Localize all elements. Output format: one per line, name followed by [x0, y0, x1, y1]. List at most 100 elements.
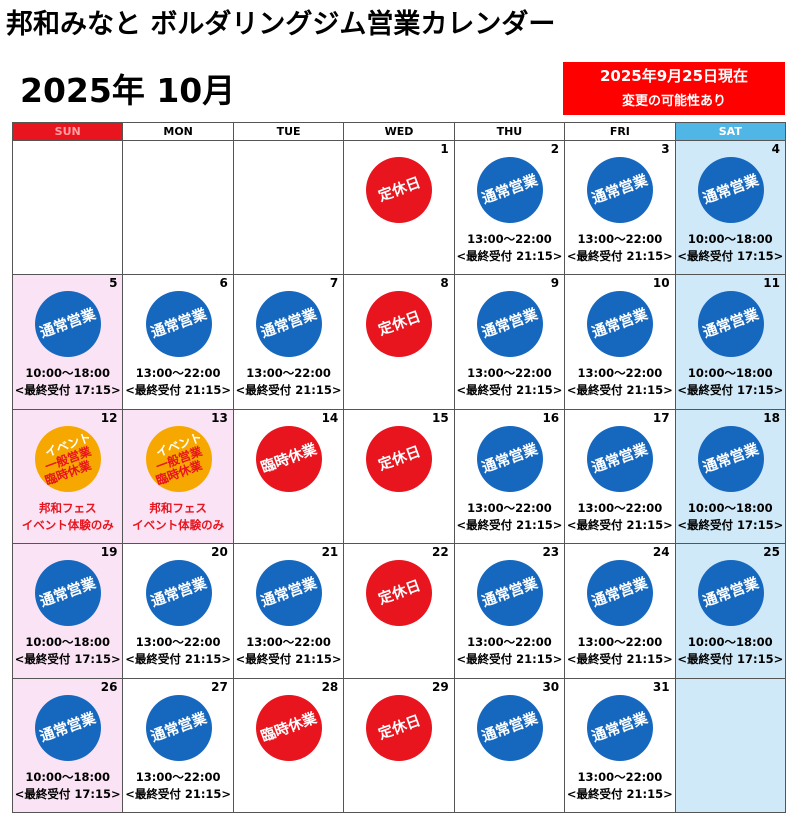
status-badge: 通常営業	[256, 291, 323, 358]
hours-note: <最終受付 21:15>	[566, 383, 673, 398]
hours-note: 10:00～18:00	[687, 500, 773, 515]
hours-note: <最終受付 21:15>	[566, 786, 673, 801]
month: 2025年 10月	[20, 71, 236, 110]
status-badge: 定休日	[366, 425, 433, 492]
day-number: 29	[432, 679, 449, 694]
notice: 2025年9月25日現在 変更の可能性あり	[563, 62, 785, 115]
status-badge: 臨時休業	[256, 694, 323, 761]
hours-note: <最終受付 21:15>	[235, 652, 342, 667]
hours-note: 13:00～22:00	[246, 366, 331, 381]
badge-text: 通常営業	[148, 306, 209, 342]
day-cell: 16 通常営業 13:00～22:00 <最終受付 21:15>	[453, 408, 566, 545]
status-badge: 通常営業	[145, 694, 212, 761]
weekday-header: SAT	[674, 122, 786, 141]
status-badge: 定休日	[366, 157, 433, 223]
day-cell: 30 通常営業	[453, 677, 566, 813]
status-badge: 通常営業	[476, 425, 543, 492]
hours-note: 13:00～22:00	[135, 769, 221, 784]
day-number: 25	[763, 545, 780, 560]
status-badge: 通常営業	[476, 291, 543, 358]
day-cell: 14 臨時休業	[232, 408, 345, 545]
day-cell: 4 通常営業 10:00～18:00 <最終受付 17:15>	[674, 140, 786, 276]
day-number: 27	[211, 679, 228, 694]
day-cell: 8 定休日	[343, 274, 455, 410]
day-cell: 27 通常営業 13:00～22:00 <最終受付 21:15>	[122, 677, 234, 813]
hours-note: <最終受付 21:15>	[125, 786, 232, 801]
status-badge: 通常営業	[587, 291, 654, 358]
hours-note: 邦和フェス	[38, 500, 97, 515]
day-cell: 29 定休日	[343, 677, 455, 813]
hours-note: <最終受付 17:15>	[677, 652, 784, 667]
hours-note: <最終受付 21:15>	[125, 652, 232, 667]
badge-text: 通常営業	[479, 575, 540, 611]
hours-note: <最終受付 21:15>	[566, 517, 673, 532]
badge-text: 通常営業	[38, 575, 99, 611]
status-badge: 通常営業	[587, 694, 654, 761]
hours-note: 10:00～18:00	[25, 769, 111, 784]
weekday-header: SUN	[12, 122, 124, 141]
status-badge: 通常営業	[476, 560, 543, 627]
status-badge: 通常営業	[476, 694, 543, 761]
day-cell	[122, 140, 234, 276]
status-badge: 通常営業	[697, 291, 764, 358]
day-number: 31	[652, 679, 670, 694]
hours-note: <最終受付 17:15>	[14, 786, 121, 801]
badge-text: 通常営業	[259, 306, 320, 342]
day-cell: 23 通常営業 13:00～22:00 <最終受付 21:15>	[453, 543, 566, 679]
hours-note: <最終受付 17:15>	[677, 249, 784, 263]
hours-note: 13:00～22:00	[135, 635, 221, 650]
badge-text: 通常営業	[148, 710, 209, 746]
hours-note: 10:00～18:00	[687, 635, 773, 650]
day-cell: 12 イベント 一般営業 臨時休業 邦和フェス イベント体験のみ	[12, 408, 124, 545]
day-number: 20	[211, 545, 228, 560]
status-badge: 通常営業	[697, 560, 764, 627]
hours-note: <最終受付 21:15>	[235, 383, 342, 398]
status-badge: 通常営業	[587, 560, 654, 627]
status-badge: 通常営業	[697, 425, 764, 492]
hours-note: 13:00～22:00	[246, 635, 331, 650]
day-cell: 9 通常営業 13:00～22:00 <最終受付 21:15>	[453, 274, 566, 410]
badge-text: 通常営業	[700, 172, 761, 208]
day-number: 23	[542, 545, 560, 560]
hours-note: 邦和フェス	[149, 500, 207, 515]
badge-text: 定休日	[376, 712, 423, 743]
badge-text: 定休日	[376, 443, 423, 474]
day-cell: 7 通常営業 13:00～22:00 <最終受付 21:15>	[232, 274, 345, 410]
hours-note: 13:00～22:00	[467, 500, 552, 515]
day-number: 7	[329, 276, 339, 291]
hours-note: 13:00～22:00	[467, 232, 552, 246]
hours-note: 13:00～22:00	[577, 366, 663, 381]
hours-note: <最終受付 21:15>	[566, 652, 673, 667]
hours-note: <最終受付 17:15>	[677, 517, 784, 532]
status-badge: 通常営業	[587, 157, 654, 223]
hours-note: 10:00～18:00	[25, 635, 111, 650]
badge-text: 通常営業	[700, 306, 761, 342]
weekday-header: THU	[453, 122, 566, 141]
badge-text: 通常営業	[700, 441, 761, 477]
hours-note: 13:00～22:00	[135, 366, 221, 381]
day-number: 15	[432, 410, 449, 425]
weekday-header: MON	[122, 122, 234, 141]
badge-text: 定休日	[376, 175, 423, 205]
day-cell: 28 臨時休業	[232, 677, 345, 813]
status-badge: 定休日	[366, 694, 433, 761]
day-number: 4	[771, 142, 780, 156]
status-badge: 定休日	[366, 560, 433, 627]
day-number: 19	[100, 545, 118, 560]
day-number: 10	[652, 276, 670, 291]
hours-note: <最終受付 17:15>	[14, 383, 121, 398]
title: 邦和みなと ボルダリングジム営業カレンダー	[6, 9, 556, 40]
day-cell: 15 定休日	[343, 408, 455, 545]
badge-text: 通常営業	[590, 306, 651, 342]
day-number: 16	[542, 410, 560, 425]
day-number: 28	[321, 679, 339, 694]
day-number: 6	[219, 276, 228, 291]
badge-text: 通常営業	[590, 710, 651, 746]
day-cell: 21 通常営業 13:00～22:00 <最終受付 21:15>	[232, 543, 345, 679]
day-cell: 18 通常営業 10:00～18:00 <最終受付 17:15>	[674, 408, 786, 545]
day-number: 17	[652, 410, 670, 425]
day-cell: 5 通常営業 10:00～18:00 <最終受付 17:15>	[12, 274, 124, 410]
badge-text: 通常営業	[38, 306, 99, 342]
badge-text: 定休日	[376, 309, 423, 340]
day-number: 11	[763, 276, 780, 291]
